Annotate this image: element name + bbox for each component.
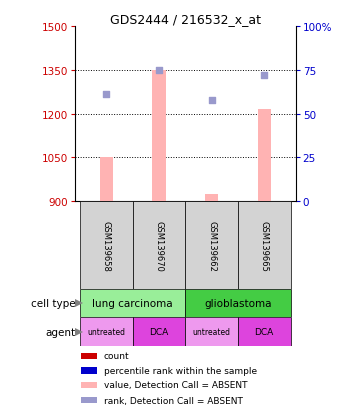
Title: GDS2444 / 216532_x_at: GDS2444 / 216532_x_at xyxy=(110,13,261,26)
Bar xyxy=(238,202,291,289)
Bar xyxy=(80,289,185,318)
Text: agent: agent xyxy=(46,327,76,337)
Text: GSM139670: GSM139670 xyxy=(154,220,164,271)
Bar xyxy=(238,318,291,346)
Point xyxy=(104,92,109,98)
Text: cell type: cell type xyxy=(31,299,76,309)
Point xyxy=(261,73,267,79)
Bar xyxy=(133,202,185,289)
Text: DCA: DCA xyxy=(149,328,169,336)
Bar xyxy=(100,158,113,202)
Bar xyxy=(81,368,97,374)
Text: GSM139665: GSM139665 xyxy=(260,220,269,271)
Bar xyxy=(81,397,97,403)
Bar xyxy=(80,202,133,289)
Bar xyxy=(258,110,271,202)
Text: GSM139662: GSM139662 xyxy=(207,220,216,271)
Text: percentile rank within the sample: percentile rank within the sample xyxy=(103,366,257,375)
Text: untreated: untreated xyxy=(192,328,231,336)
Text: count: count xyxy=(103,351,129,361)
Text: rank, Detection Call = ABSENT: rank, Detection Call = ABSENT xyxy=(103,396,242,405)
Text: value, Detection Call = ABSENT: value, Detection Call = ABSENT xyxy=(103,380,247,389)
Text: glioblastoma: glioblastoma xyxy=(204,299,272,309)
Bar xyxy=(185,318,238,346)
Bar xyxy=(80,318,133,346)
Text: untreated: untreated xyxy=(87,328,125,336)
Text: DCA: DCA xyxy=(255,328,274,336)
Point xyxy=(209,97,214,104)
Text: GSM139658: GSM139658 xyxy=(102,220,111,271)
Point xyxy=(156,67,162,74)
Bar xyxy=(205,195,218,202)
Bar xyxy=(81,382,97,388)
Bar xyxy=(81,353,97,359)
Bar xyxy=(152,71,166,202)
Bar xyxy=(133,318,185,346)
Text: lung carcinoma: lung carcinoma xyxy=(92,299,173,309)
Bar xyxy=(185,289,291,318)
Bar xyxy=(185,202,238,289)
